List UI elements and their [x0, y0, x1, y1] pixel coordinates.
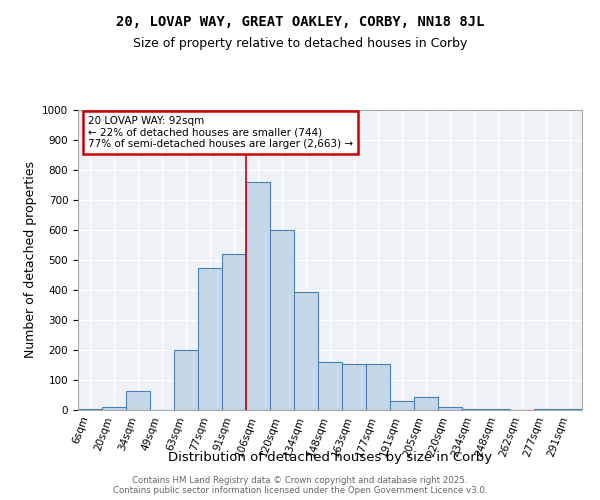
Bar — [534, 408, 558, 410]
Bar — [78, 408, 102, 410]
Bar — [198, 268, 222, 410]
Bar — [486, 408, 510, 410]
Bar — [558, 408, 582, 410]
Bar — [414, 396, 438, 410]
Text: Distribution of detached houses by size in Corby: Distribution of detached houses by size … — [168, 451, 492, 464]
Bar — [318, 362, 342, 410]
Text: 20 LOVAP WAY: 92sqm
← 22% of detached houses are smaller (744)
77% of semi-detac: 20 LOVAP WAY: 92sqm ← 22% of detached ho… — [88, 116, 353, 149]
Bar — [438, 407, 462, 410]
Bar — [366, 364, 390, 410]
Bar — [174, 350, 198, 410]
Bar — [126, 390, 150, 410]
Bar — [294, 292, 318, 410]
Y-axis label: Number of detached properties: Number of detached properties — [23, 162, 37, 358]
Text: Contains HM Land Registry data © Crown copyright and database right 2025.
Contai: Contains HM Land Registry data © Crown c… — [113, 476, 487, 495]
Bar — [102, 407, 126, 410]
Bar — [342, 364, 366, 410]
Bar — [390, 401, 414, 410]
Bar — [270, 230, 294, 410]
Bar — [222, 254, 246, 410]
Bar — [246, 182, 270, 410]
Text: 20, LOVAP WAY, GREAT OAKLEY, CORBY, NN18 8JL: 20, LOVAP WAY, GREAT OAKLEY, CORBY, NN18… — [116, 15, 484, 29]
Text: Size of property relative to detached houses in Corby: Size of property relative to detached ho… — [133, 38, 467, 51]
Bar — [462, 408, 486, 410]
